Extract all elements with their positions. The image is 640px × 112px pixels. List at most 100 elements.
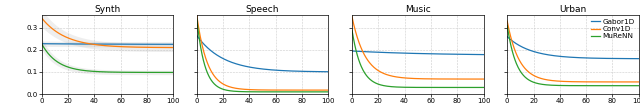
Conv1D — [426, 78, 434, 80]
Conv1D — [193, 18, 201, 19]
MuReNN — [584, 85, 591, 86]
Line: Conv1D: Conv1D — [42, 18, 173, 48]
Gabor1D — [581, 57, 589, 59]
Conv1D — [635, 81, 640, 83]
Conv1D — [623, 81, 630, 83]
Gabor1D — [614, 58, 622, 59]
Conv1D — [582, 81, 589, 83]
MuReNN — [118, 72, 126, 73]
MuReNN — [273, 91, 281, 93]
Conv1D — [584, 81, 591, 83]
Conv1D — [324, 89, 332, 91]
Conv1D — [503, 20, 511, 22]
MuReNN — [480, 87, 488, 88]
MuReNN — [148, 72, 156, 73]
Gabor1D — [459, 54, 467, 55]
Conv1D — [116, 46, 124, 47]
MuReNN — [459, 87, 467, 88]
Conv1D — [429, 78, 436, 80]
Gabor1D — [480, 54, 488, 55]
MuReNN — [304, 91, 312, 93]
Conv1D — [116, 46, 124, 47]
Gabor1D — [148, 44, 156, 45]
Gabor1D — [426, 53, 434, 54]
MuReNN — [635, 85, 640, 86]
Gabor1D — [582, 57, 589, 59]
Gabor1D — [584, 57, 591, 59]
MuReNN — [312, 91, 320, 93]
Conv1D — [157, 47, 164, 48]
Gabor1D — [429, 53, 436, 55]
Conv1D — [38, 18, 46, 19]
Line: Conv1D: Conv1D — [352, 17, 484, 79]
Conv1D — [426, 78, 434, 80]
Conv1D — [348, 16, 356, 17]
Gabor1D — [349, 50, 356, 52]
MuReNN — [116, 72, 124, 73]
Title: Urban: Urban — [559, 5, 587, 14]
Line: MuReNN: MuReNN — [507, 26, 639, 86]
Line: MuReNN: MuReNN — [42, 44, 173, 72]
Conv1D — [581, 81, 589, 83]
MuReNN — [324, 91, 332, 93]
Gabor1D — [467, 54, 475, 55]
Legend: Gabor1D, Conv1D, MuReNN: Gabor1D, Conv1D, MuReNN — [591, 18, 635, 40]
Gabor1D — [623, 58, 630, 59]
Gabor1D — [170, 44, 177, 45]
MuReNN — [426, 87, 434, 88]
Gabor1D — [426, 53, 434, 54]
Line: MuReNN: MuReNN — [352, 30, 484, 87]
Conv1D — [349, 18, 356, 19]
Conv1D — [504, 23, 511, 24]
Conv1D — [170, 47, 177, 48]
MuReNN — [503, 25, 511, 26]
MuReNN — [271, 91, 278, 93]
Conv1D — [614, 81, 622, 83]
Line: Gabor1D: Gabor1D — [507, 37, 639, 59]
MuReNN — [426, 87, 434, 88]
Gabor1D — [271, 69, 279, 71]
Conv1D — [148, 47, 156, 48]
MuReNN — [193, 18, 200, 20]
Gabor1D — [504, 36, 511, 38]
Conv1D — [38, 17, 45, 19]
Title: Synth: Synth — [94, 5, 120, 14]
Conv1D — [273, 89, 281, 91]
Conv1D — [459, 78, 467, 80]
MuReNN — [467, 87, 475, 88]
Gabor1D — [503, 36, 511, 37]
Line: MuReNN: MuReNN — [196, 19, 328, 92]
Conv1D — [118, 46, 126, 47]
MuReNN — [581, 85, 589, 86]
Gabor1D — [118, 44, 126, 45]
Gabor1D — [348, 50, 356, 52]
MuReNN — [193, 22, 201, 24]
Conv1D — [467, 78, 475, 80]
Conv1D — [480, 78, 488, 80]
Line: Gabor1D: Gabor1D — [196, 36, 328, 72]
Conv1D — [271, 89, 279, 91]
Gabor1D — [273, 70, 281, 71]
Gabor1D — [38, 43, 45, 44]
Line: Conv1D: Conv1D — [507, 21, 639, 82]
Gabor1D — [312, 71, 320, 72]
Title: Music: Music — [405, 5, 431, 14]
Title: Speech: Speech — [246, 5, 279, 14]
MuReNN — [429, 87, 436, 88]
Gabor1D — [157, 44, 164, 45]
MuReNN — [348, 29, 356, 31]
Conv1D — [312, 89, 320, 91]
Gabor1D — [324, 71, 332, 72]
Gabor1D — [193, 36, 201, 37]
Gabor1D — [635, 58, 640, 59]
Gabor1D — [193, 35, 200, 36]
MuReNN — [38, 44, 46, 45]
MuReNN — [271, 91, 279, 93]
Gabor1D — [271, 69, 278, 71]
MuReNN — [157, 72, 164, 73]
Gabor1D — [38, 43, 46, 44]
Line: Gabor1D: Gabor1D — [352, 51, 484, 55]
Conv1D — [193, 15, 200, 16]
Conv1D — [271, 89, 278, 91]
Gabor1D — [116, 43, 124, 45]
